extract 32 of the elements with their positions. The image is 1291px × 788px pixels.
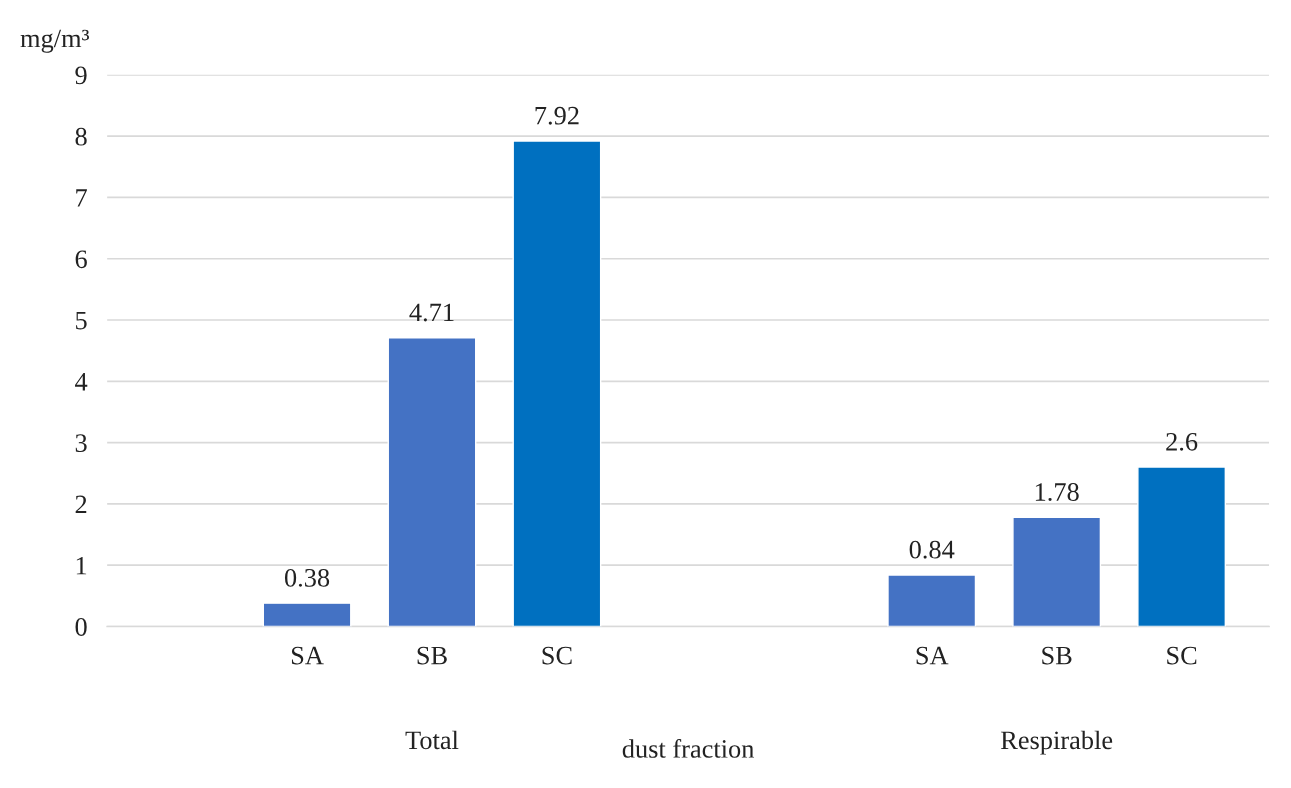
y-tick-label: 0 xyxy=(75,618,87,636)
data-label: 7.92 xyxy=(535,106,579,125)
data-label: 2.6 xyxy=(1166,432,1198,451)
y-tick-label: 5 xyxy=(76,311,87,330)
data-label: 1.78 xyxy=(1035,483,1079,502)
x-tick-label: SA xyxy=(916,646,949,665)
bar xyxy=(387,337,477,627)
x-tick-label: SB xyxy=(1042,646,1072,665)
bar xyxy=(1137,466,1227,627)
y-tick-label: 1 xyxy=(76,556,87,575)
data-label: 0.38 xyxy=(284,568,330,587)
bar xyxy=(262,602,352,627)
x-tick-label: SB xyxy=(417,646,447,665)
x-tick-label: SC xyxy=(542,646,572,665)
text: Respirable xyxy=(1000,730,1113,755)
x-axis-title: dust fraction xyxy=(622,739,755,758)
y-tick-label: 2 xyxy=(75,495,87,514)
data-label: 4.71 xyxy=(409,303,454,322)
text: Total xyxy=(405,730,459,750)
data-label: 0.84 xyxy=(909,540,955,559)
y-tick-label: 9 xyxy=(75,66,87,85)
bar xyxy=(887,574,977,627)
y-tick-label: 3 xyxy=(75,434,87,453)
y-tick-label: 6 xyxy=(75,250,87,269)
y-tick-label: 8 xyxy=(75,127,87,146)
y-tick-label: 4 xyxy=(75,373,88,391)
bar xyxy=(1012,516,1102,627)
bar xyxy=(512,140,602,627)
x-tick-label: SA xyxy=(291,646,324,665)
x-tick-label: SC xyxy=(1167,646,1197,665)
y-tick-label: 7 xyxy=(76,189,87,207)
y-axis-title: mg/m³ xyxy=(20,29,89,53)
